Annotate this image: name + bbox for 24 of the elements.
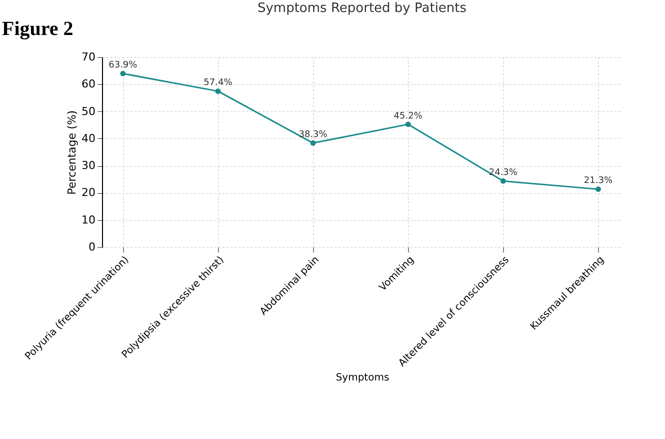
y-tick-label: 10 (82, 213, 96, 226)
point (595, 186, 601, 192)
y-tick-label: 60 (82, 78, 96, 91)
x-axis-title: Symptoms (336, 372, 390, 384)
data-label: 63.9% (108, 60, 138, 71)
y-tick-label: 70 (82, 50, 96, 64)
data-label: 45.2% (394, 111, 423, 122)
point (500, 178, 506, 184)
data-label: 21.3% (584, 176, 613, 186)
chart-title: Symptoms Reported by Patients (257, 1, 467, 16)
y-tick-label: 40 (82, 132, 96, 145)
data-label: 38.3% (298, 130, 328, 140)
point (310, 140, 316, 146)
point (215, 88, 221, 94)
y-axis-title: Percentage (%) (66, 110, 79, 195)
y-tick-label: 0 (88, 240, 96, 254)
caption: Figure 2 (2, 18, 74, 40)
y-tick-label: 20 (82, 186, 96, 200)
y-tick-label: 30 (82, 159, 96, 172)
point (405, 122, 411, 128)
data-label: 57.4% (204, 78, 233, 88)
y-tick-label: 50 (82, 104, 96, 118)
data-label: 24.3% (488, 168, 518, 178)
point (120, 70, 126, 76)
